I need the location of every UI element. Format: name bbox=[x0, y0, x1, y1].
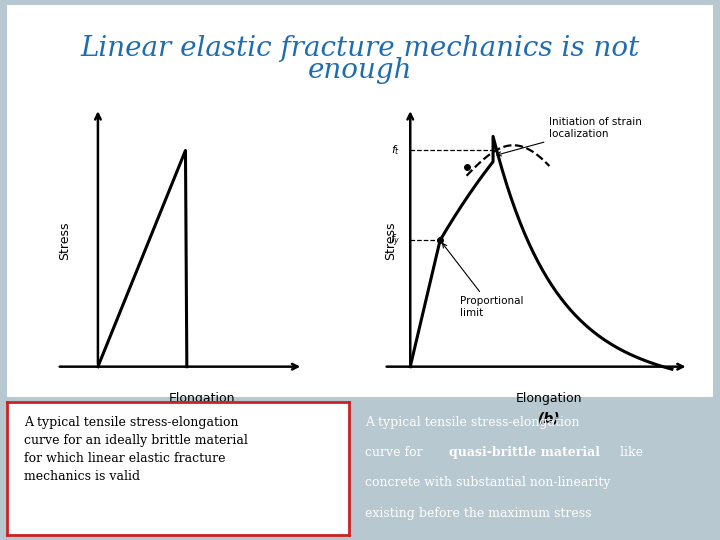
Text: like: like bbox=[616, 446, 643, 459]
Text: $f_t$: $f_t$ bbox=[391, 144, 400, 157]
Text: existing before the maximum stress: existing before the maximum stress bbox=[365, 507, 592, 520]
Text: enough: enough bbox=[307, 57, 413, 84]
Text: A typical tensile stress-elongation: A typical tensile stress-elongation bbox=[365, 416, 580, 429]
Text: concrete with substantial non-linearity: concrete with substantial non-linearity bbox=[365, 476, 611, 489]
Text: Initiation of strain
localization: Initiation of strain localization bbox=[497, 117, 642, 156]
Text: (a): (a) bbox=[174, 411, 197, 426]
Text: (b): (b) bbox=[538, 411, 561, 426]
Text: Stress: Stress bbox=[58, 221, 71, 260]
Text: Stress: Stress bbox=[384, 221, 397, 260]
Text: $f_y$: $f_y$ bbox=[390, 232, 400, 248]
Text: Proportional
limit: Proportional limit bbox=[443, 244, 523, 318]
Text: A typical tensile stress-elongation
curve for an ideally brittle material
for wh: A typical tensile stress-elongation curv… bbox=[24, 416, 248, 483]
Text: quasi-brittle material: quasi-brittle material bbox=[449, 446, 600, 459]
Text: curve for: curve for bbox=[365, 446, 427, 459]
Text: Elongation: Elongation bbox=[168, 392, 235, 405]
Text: Linear elastic fracture mechanics is not: Linear elastic fracture mechanics is not bbox=[81, 35, 639, 62]
Text: Elongation: Elongation bbox=[516, 392, 582, 405]
